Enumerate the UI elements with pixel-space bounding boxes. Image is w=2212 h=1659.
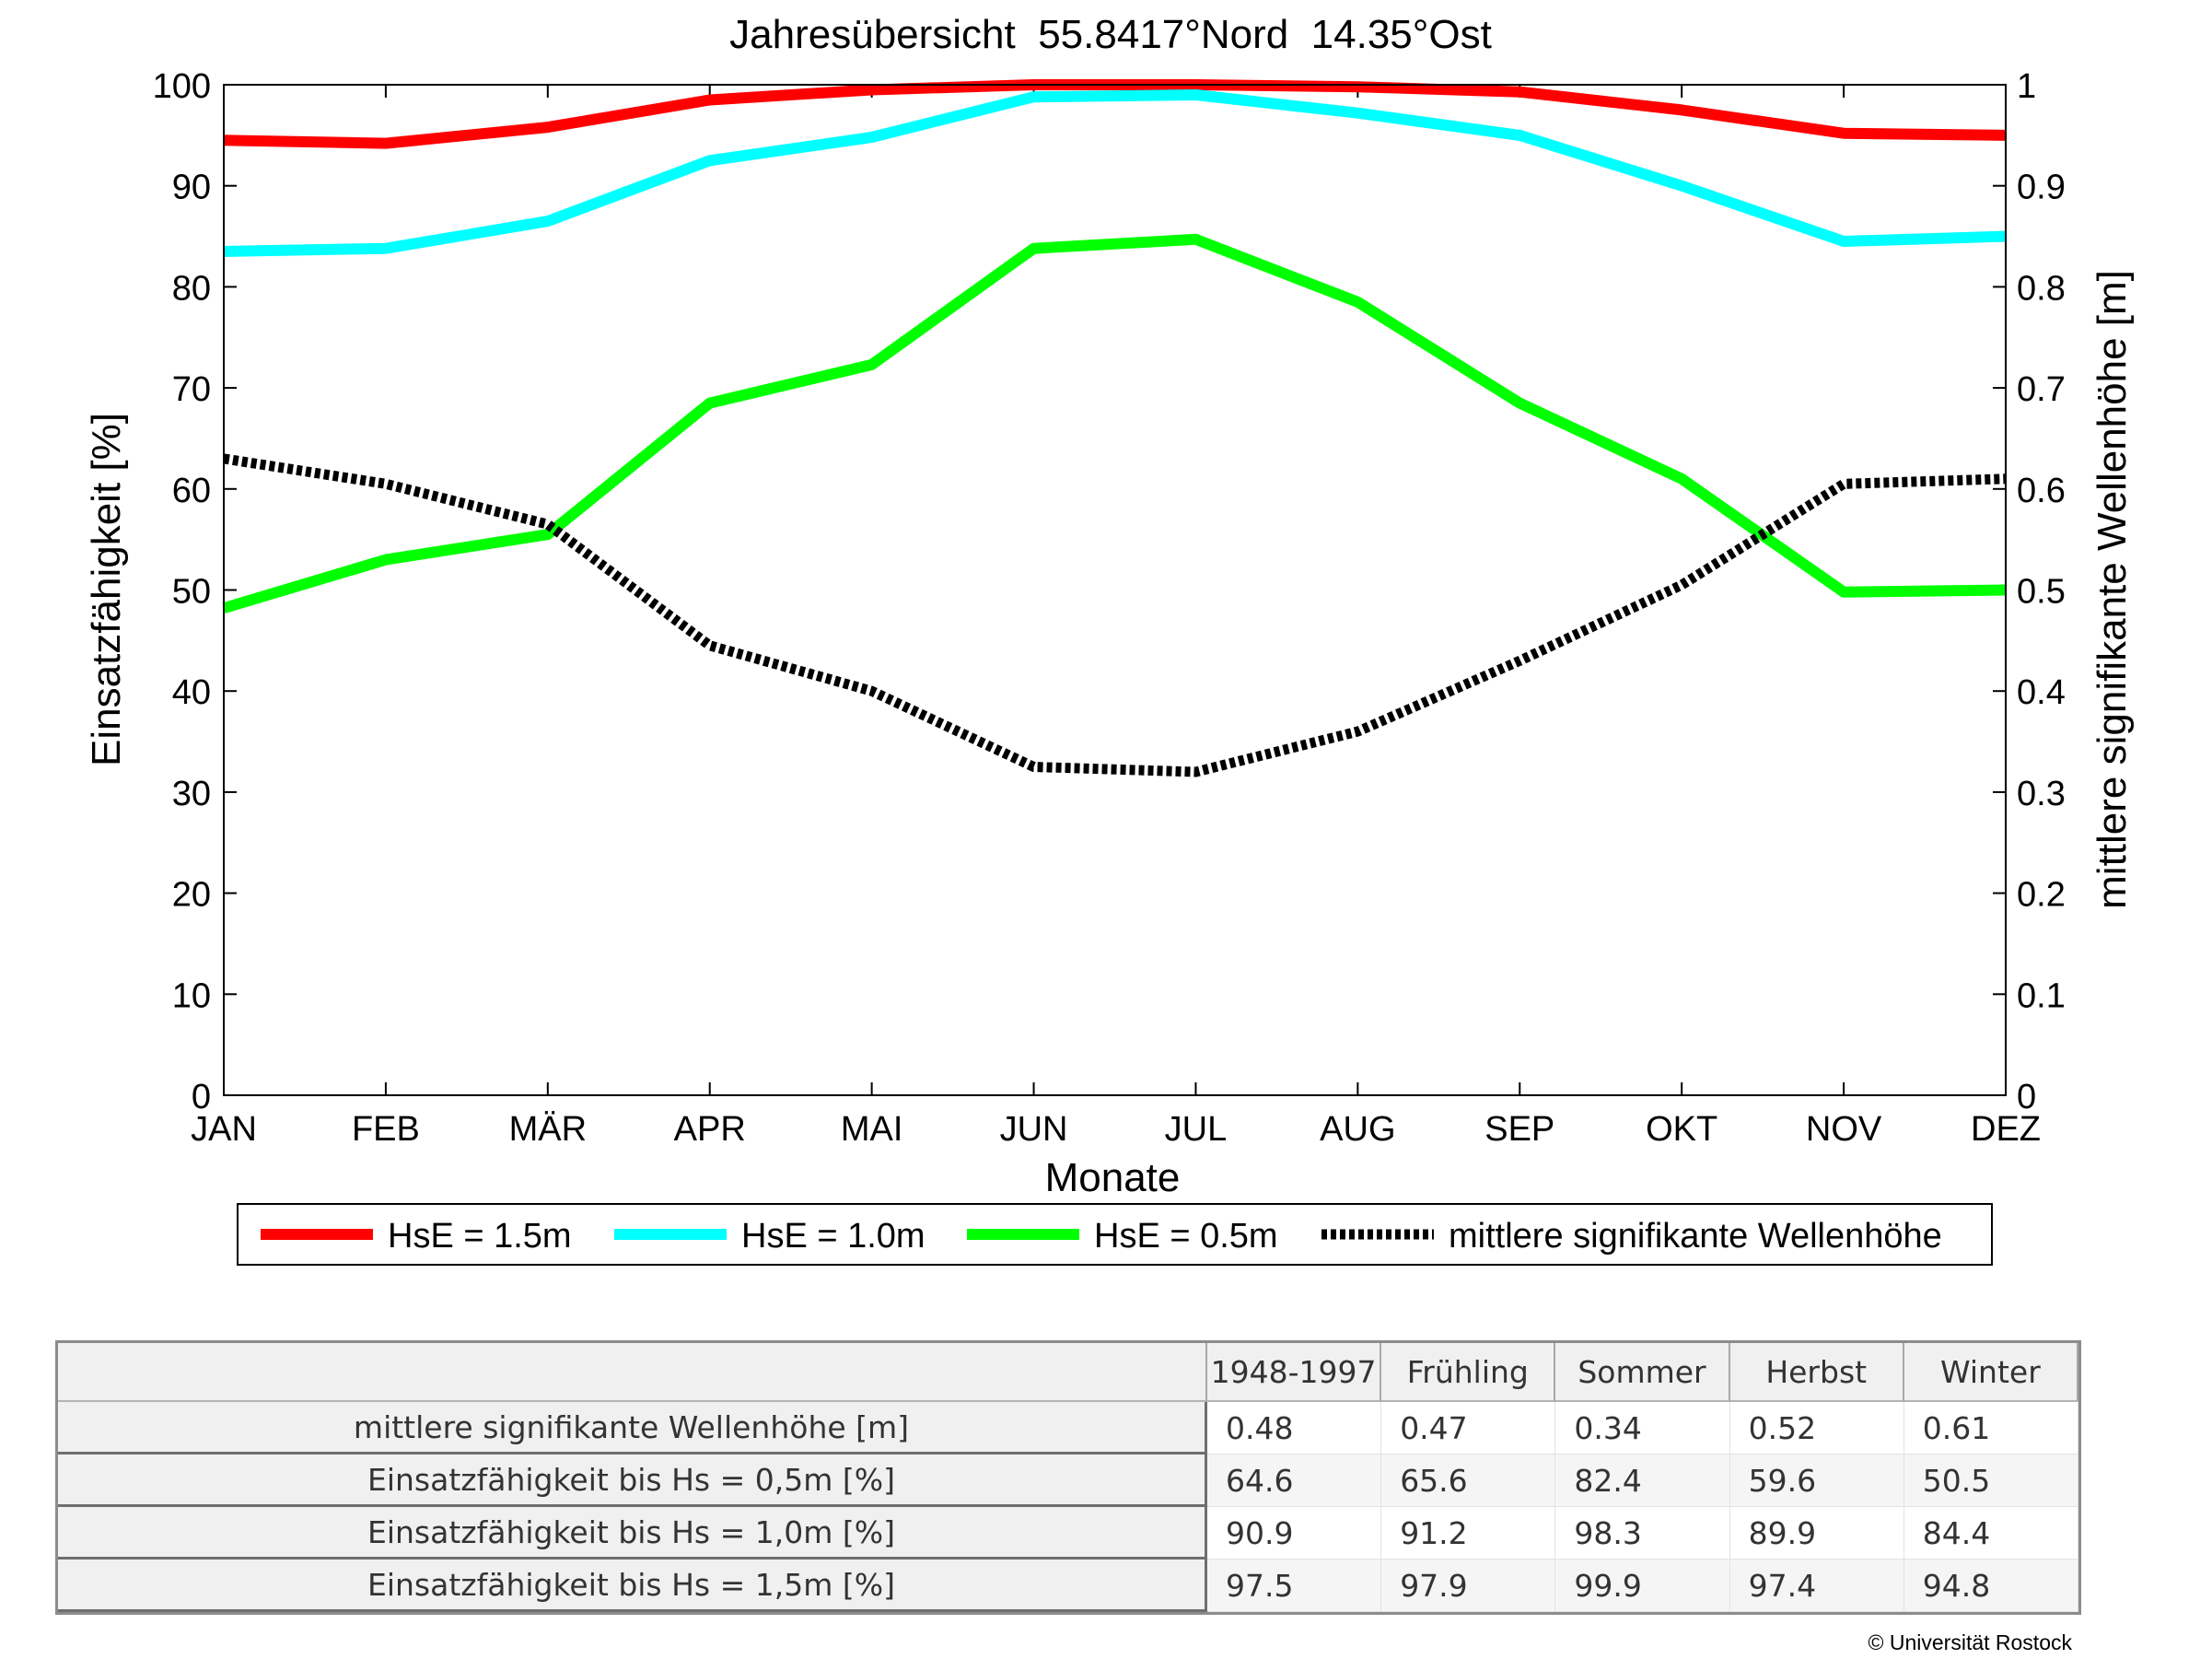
x-tick-label: AUG: [1320, 1110, 1395, 1149]
plot-frame: [223, 84, 2007, 1096]
col-header-autumn: Herbst: [1729, 1343, 1904, 1402]
table-cell: 89.9: [1729, 1507, 1904, 1560]
table-cell: 64.6: [1207, 1455, 1382, 1507]
left-tick-label: 90: [172, 169, 211, 207]
left-tick-label: 10: [172, 976, 211, 1015]
row-header-availability-10: Einsatzfähigkeit bis Hs = 1,0m [%]: [58, 1507, 1207, 1560]
right-tick-label: 0.5: [2017, 573, 2066, 612]
right-axis: 0 0.1 0.2 0.3 0.4 0.5 0.6 0.7 0.8 0.9 1: [1993, 67, 2066, 1116]
right-tick-label: 0.1: [2017, 976, 2066, 1015]
chart-title: Jahresübersicht 55.8417°Nord 14.35°Ost: [729, 12, 1492, 57]
left-tick-label: 100: [153, 67, 211, 106]
table-corner: [58, 1343, 1207, 1402]
table-cell: 0.34: [1555, 1402, 1730, 1455]
col-header-spring: Frühling: [1381, 1343, 1556, 1402]
x-tick-label: JUL: [1165, 1110, 1228, 1149]
right-tick-label: 0.3: [2017, 775, 2066, 813]
table-cell: 97.4: [1729, 1560, 1904, 1612]
row-header-availability-15: Einsatzfähigkeit bis Hs = 1,5m [%]: [58, 1560, 1207, 1612]
x-tick-label: APR: [674, 1110, 746, 1149]
row-header-availability-05: Einsatzfähigkeit bis Hs = 0,5m [%]: [58, 1455, 1207, 1507]
right-tick-label: 0.9: [2017, 169, 2066, 207]
right-tick-label: 0.8: [2017, 269, 2066, 308]
table-cell: 94.8: [1903, 1560, 2078, 1612]
left-tick-label: 30: [172, 775, 211, 813]
x-tick-label: OKT: [1646, 1110, 1717, 1149]
left-tick-label: 50: [172, 573, 211, 612]
table-cell: 0.47: [1381, 1402, 1556, 1455]
row-header-wave-height: mittlere signifikante Wellenhöhe [m]: [58, 1402, 1207, 1455]
copyright-notice: © Universität Rostock: [1868, 1630, 2072, 1654]
left-tick-label: 70: [172, 370, 211, 409]
table-cell: 0.61: [1903, 1402, 2078, 1455]
y-axis-label: Einsatzfähigkeit [%]: [84, 413, 129, 766]
left-tick-label: 40: [172, 673, 211, 712]
table-cell: 98.3: [1555, 1507, 1730, 1560]
x-tick-label: FEB: [352, 1110, 420, 1149]
table-cell: 50.5: [1903, 1455, 2078, 1507]
table-cell: 84.4: [1903, 1507, 2078, 1560]
table-cell: 91.2: [1381, 1507, 1556, 1560]
table-cell: 97.5: [1207, 1560, 1382, 1612]
table-cell: 97.9: [1381, 1560, 1556, 1612]
legend-label-3: mittlere signifikante Wellenhöhe: [1449, 1217, 1942, 1256]
legend-label-2: HsE = 0.5m: [1094, 1217, 1278, 1256]
col-header-summer: Sommer: [1555, 1343, 1730, 1402]
right-tick-label: 0.6: [2017, 472, 2066, 510]
y2-axis-label: mittlere signifikante Wellenhöhe [m]: [2090, 270, 2135, 909]
legend-box: [237, 1203, 1993, 1266]
left-tick-label: 80: [172, 269, 211, 308]
table-cell: 65.6: [1381, 1455, 1556, 1507]
statistics-table: 1948-1997 Frühling Sommer Herbst Winter …: [55, 1340, 2081, 1615]
right-tick-label: 0: [2017, 1078, 2036, 1116]
table-cell: 99.9: [1555, 1560, 1730, 1612]
right-tick-label: 0.4: [2017, 673, 2066, 712]
right-tick-label: 1: [2017, 67, 2036, 106]
right-tick-label: 0.7: [2017, 370, 2066, 409]
x-axis-label: Monate: [1045, 1155, 1181, 1200]
x-tick-label: MÄR: [509, 1110, 587, 1149]
chart: Jahresübersicht 55.8417°Nord 14.35°Ost 0…: [84, 12, 2135, 1266]
x-tick-label: DEZ: [1971, 1110, 2041, 1149]
legend: HsE = 1.5m HsE = 1.0m HsE = 0.5m mittlere s…: [237, 1203, 1993, 1266]
table-cell: 0.48: [1207, 1402, 1382, 1455]
table-cell: 59.6: [1729, 1455, 1904, 1507]
legend-label-1: HsE = 1.0m: [741, 1217, 926, 1256]
table-cell: 0.52: [1729, 1402, 1904, 1455]
right-tick-label: 0.2: [2017, 876, 2066, 915]
x-tick-label: JAN: [191, 1110, 257, 1149]
x-tick-label: SEP: [1484, 1110, 1554, 1149]
left-axis: 0 10 20 30 40 50 60 70 80 90 100: [153, 67, 237, 1116]
x-axis: JAN FEB MÄR APR MAI JUN JUL AUG SEP OKT NOV DEZ: [191, 85, 2041, 1149]
col-header-period: 1948-1997: [1207, 1343, 1382, 1402]
left-tick-label: 60: [172, 472, 211, 510]
x-tick-label: NOV: [1806, 1110, 1882, 1149]
left-tick-label: 0: [192, 1078, 211, 1116]
table-cell: 82.4: [1555, 1455, 1730, 1507]
col-header-winter: Winter: [1903, 1343, 2078, 1402]
series-line-2: [222, 233, 2007, 613]
plot-area: [224, 85, 2006, 1095]
series-line-3: [223, 453, 2007, 777]
x-tick-label: JUN: [1000, 1110, 1068, 1149]
series-line-1: [223, 89, 2007, 257]
legend-label-0: HsE = 1.5m: [388, 1217, 572, 1256]
table-cell: 90.9: [1207, 1507, 1382, 1560]
x-tick-label: MAI: [841, 1110, 903, 1149]
left-tick-label: 20: [172, 876, 211, 915]
